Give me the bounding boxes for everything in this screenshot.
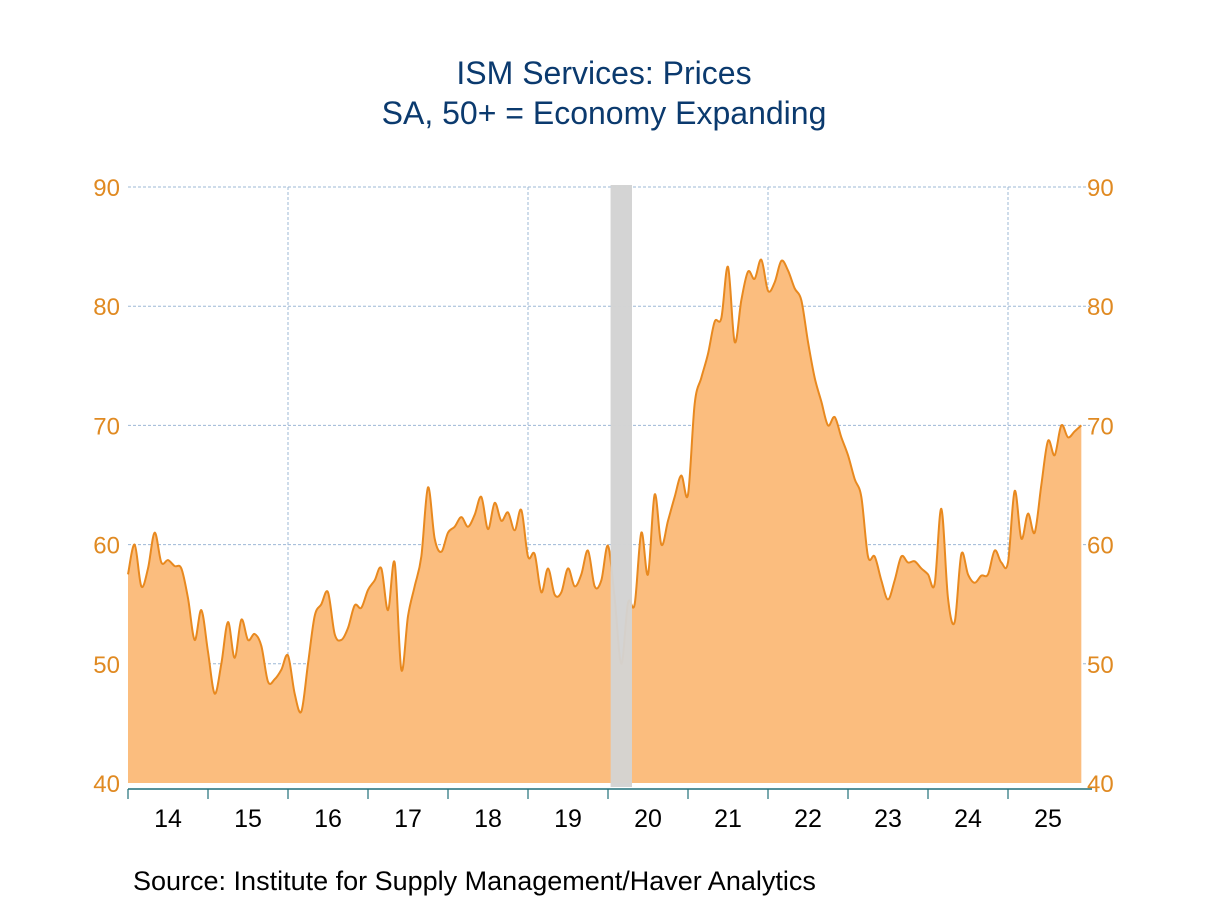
recession-band-overlay <box>610 185 632 787</box>
y-tick-label-right: 90 <box>1087 175 1114 202</box>
x-tick-label: 20 <box>634 805 662 833</box>
x-tick-label: 19 <box>554 805 582 833</box>
y-tick-label-left: 90 <box>93 175 120 202</box>
chart-title: ISM Services: Prices <box>456 55 752 91</box>
x-tick-label: 24 <box>954 805 982 833</box>
x-tick-label: 14 <box>154 805 182 833</box>
source-note: Source: Institute for Supply Management/… <box>133 866 816 896</box>
x-tick-label: 22 <box>794 805 822 833</box>
y-axis-left: 40 50 60 70 80 90 <box>93 175 120 798</box>
y-axis-right: 40 50 60 70 80 90 <box>1087 175 1114 798</box>
y-tick-label-right: 40 <box>1087 771 1114 798</box>
y-tick-label-right: 70 <box>1087 413 1114 440</box>
x-tick-label: 21 <box>714 805 742 833</box>
x-axis: 14 15 16 17 18 19 20 21 22 23 24 25 <box>154 805 1062 833</box>
axes <box>127 788 1092 799</box>
y-tick-label-right: 50 <box>1087 652 1114 679</box>
x-tick-label: 25 <box>1034 805 1062 833</box>
series-line <box>127 258 1082 714</box>
y-tick-label-left: 60 <box>93 533 120 560</box>
y-tick-label-right: 80 <box>1087 294 1114 321</box>
x-tick-label: 23 <box>874 805 902 833</box>
x-tick-label: 18 <box>474 805 502 833</box>
y-tick-label-left: 50 <box>93 652 120 679</box>
x-tick-label: 16 <box>314 805 342 833</box>
y-tick-label-left: 70 <box>93 413 120 440</box>
chart-subtitle: SA, 50+ = Economy Expanding <box>381 95 827 131</box>
y-tick-label-left: 80 <box>93 294 120 321</box>
area-layer <box>127 185 1082 787</box>
y-tick-label-left: 40 <box>93 771 120 798</box>
series-area <box>128 259 1082 784</box>
y-tick-label-right: 60 <box>1087 533 1114 560</box>
x-tick-label: 15 <box>234 805 262 833</box>
x-tick-label: 17 <box>394 805 422 833</box>
